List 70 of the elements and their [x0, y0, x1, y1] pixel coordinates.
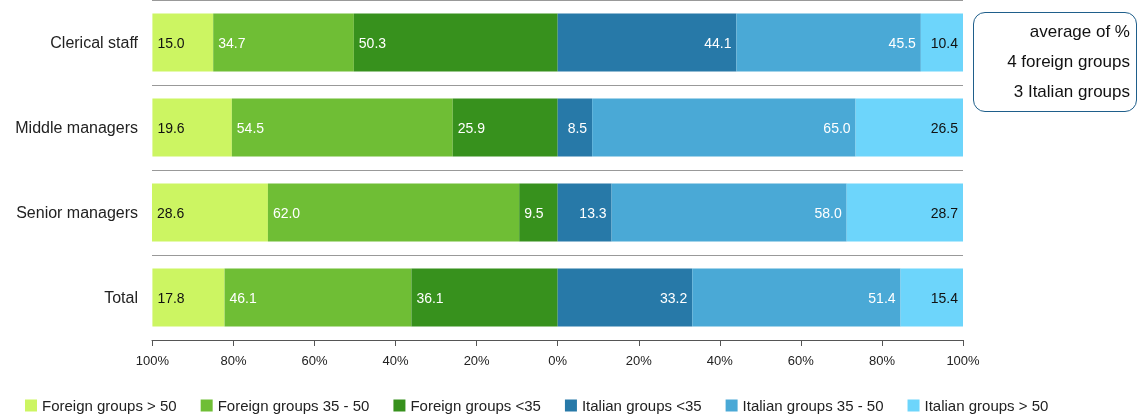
data-label: 19.6 [157, 119, 185, 136]
x-tick-label: 20% [463, 353, 491, 368]
bar [920, 13, 963, 72]
x-tick-label: 80% [220, 353, 247, 368]
data-label: 8.5 [567, 119, 588, 136]
x-tick-label: 20% [625, 353, 653, 368]
x-tick-label: 60% [787, 353, 815, 368]
bar [152, 13, 214, 72]
bar [736, 13, 921, 72]
data-label: 10.4 [930, 34, 959, 51]
data-label: 26.5 [930, 119, 959, 136]
data-label: 15.0 [157, 34, 185, 51]
x-tick-label: 100% [946, 353, 981, 368]
x-tick-label: 100% [135, 353, 170, 368]
data-label: 15.4 [930, 289, 959, 306]
data-label: 36.1 [416, 289, 444, 306]
legend-label: Foreign groups 35 - 50 [217, 397, 370, 414]
bar [213, 13, 354, 72]
bar [846, 183, 963, 242]
bar [557, 13, 737, 72]
data-label: 54.5 [236, 119, 265, 136]
data-label: 25.9 [457, 119, 486, 136]
bar [692, 268, 901, 327]
y-tick-label: Total [104, 289, 138, 306]
data-label: 34.7 [218, 34, 246, 51]
data-label: 17.8 [157, 289, 185, 306]
data-label: 13.3 [579, 204, 607, 221]
data-label: 46.1 [229, 289, 258, 306]
data-label: 44.1 [704, 34, 732, 51]
data-label: 58.0 [814, 204, 842, 221]
y-tick-label: Clerical staff [50, 34, 139, 51]
bar [224, 268, 412, 327]
data-label: 33.2 [660, 289, 688, 306]
bar [557, 183, 612, 242]
bar [900, 268, 963, 327]
legend-label: Foreign groups > 50 [42, 397, 177, 414]
bar [353, 13, 558, 72]
x-tick-label: 80% [868, 353, 896, 368]
bar [152, 183, 268, 242]
data-label: 28.7 [930, 204, 959, 221]
x-tick-label: 60% [301, 353, 328, 368]
bar [411, 268, 558, 327]
data-label: 45.5 [888, 34, 917, 51]
x-tick-label: 40% [382, 353, 410, 368]
bar [557, 268, 693, 327]
y-tick-label: Senior managers [16, 204, 138, 221]
bar [519, 183, 558, 242]
data-label: 62.0 [272, 204, 301, 221]
legend-label: Italian groups <35 [581, 397, 702, 414]
bar [611, 183, 847, 242]
bar [152, 98, 232, 157]
bar [592, 98, 856, 157]
data-label: 51.4 [868, 289, 896, 306]
bar [855, 98, 963, 157]
data-label: 50.3 [358, 34, 387, 51]
x-tick-label: 40% [706, 353, 734, 368]
y-tick-label: Middle managers [15, 119, 138, 136]
data-label: 65.0 [823, 119, 851, 136]
bar [557, 98, 593, 157]
bar [152, 268, 225, 327]
legend-label: Italian groups > 50 [924, 397, 1049, 414]
legend-label: Italian groups 35 - 50 [742, 397, 884, 414]
bar [231, 98, 453, 157]
bar [452, 98, 558, 157]
x-tick-label: 0% [548, 353, 568, 368]
note-frame: average of % 4 foreign groups 3 Italian groups [973, 12, 1137, 112]
legend-label: Foreign groups <35 [410, 397, 541, 414]
bar [267, 183, 520, 242]
data-label: 9.5 [524, 204, 544, 221]
data-label: 28.6 [157, 204, 185, 221]
